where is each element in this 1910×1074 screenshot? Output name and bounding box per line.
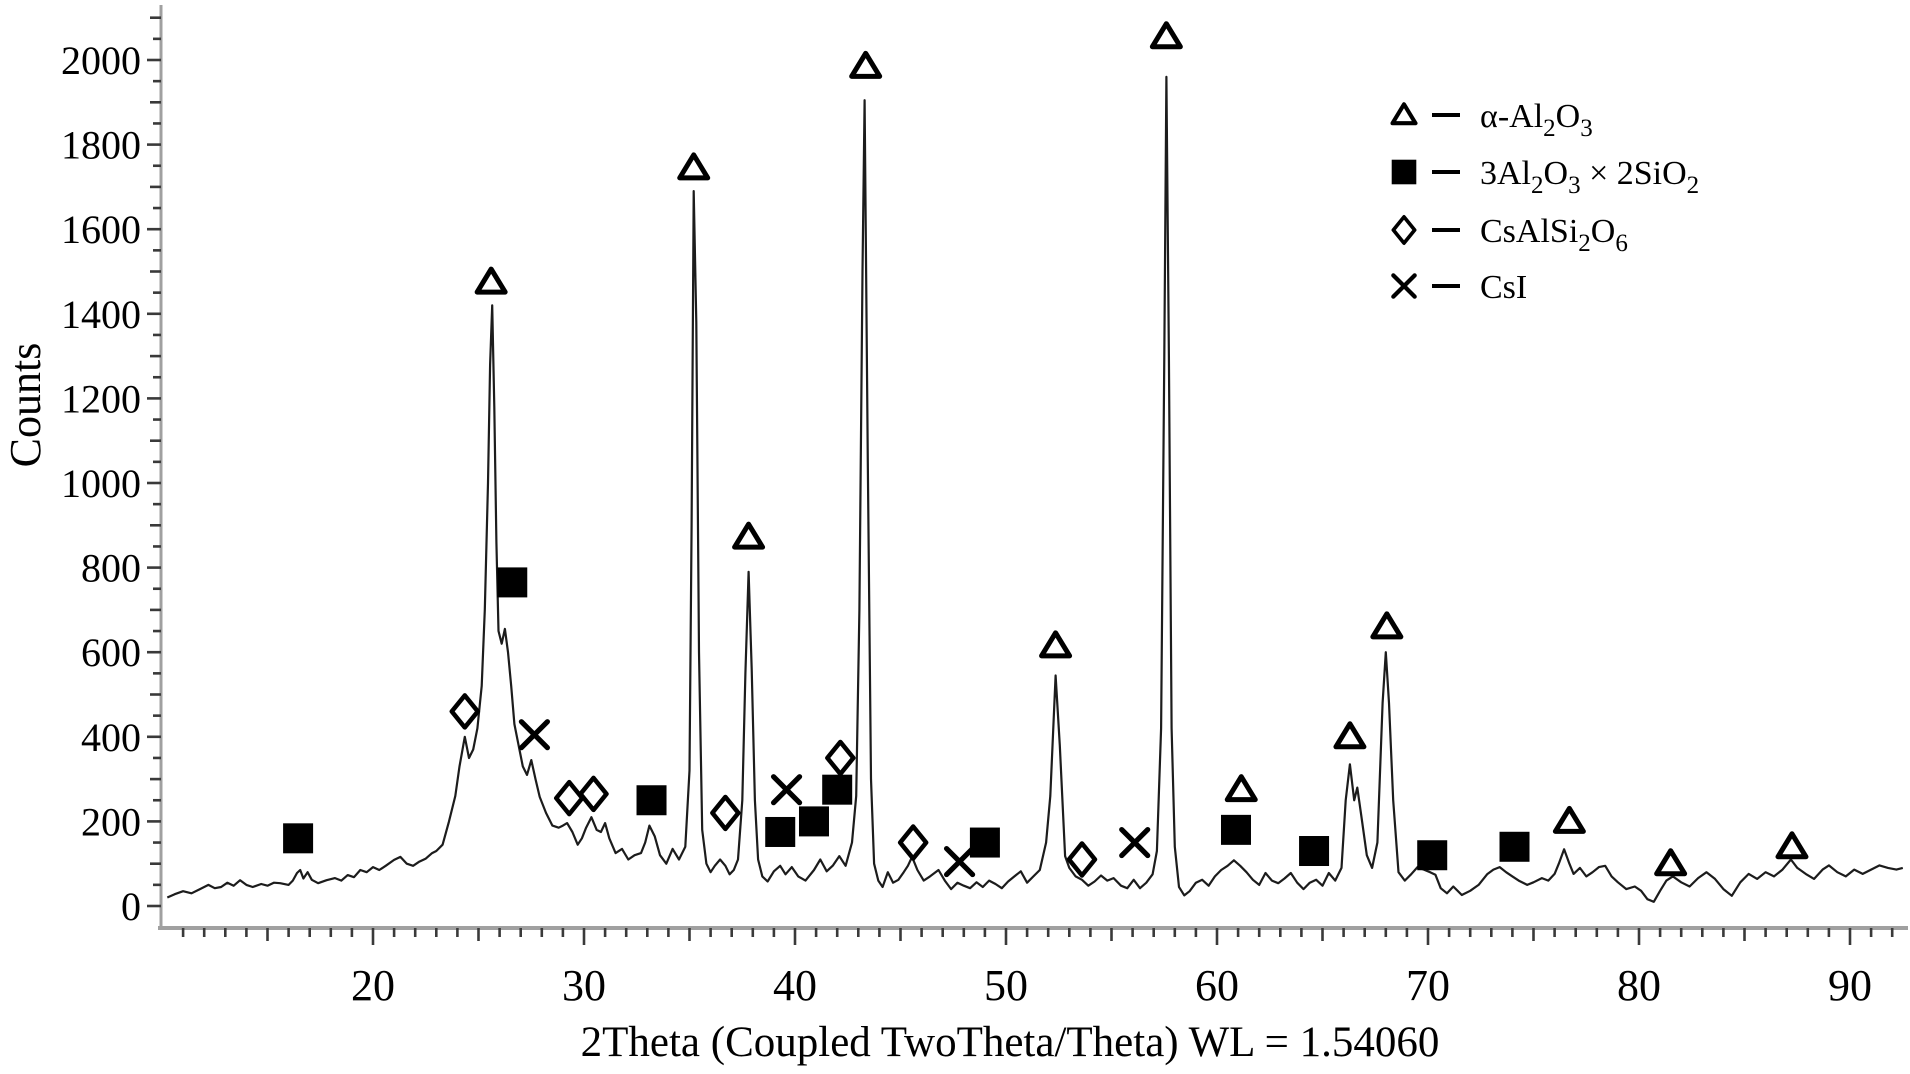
triangle-marker-icon — [474, 266, 508, 295]
x-tick-label: 50 — [984, 961, 1028, 1010]
marker-series-diamond — [449, 693, 1098, 878]
y-tick-label: 2000 — [61, 38, 141, 83]
square-marker-icon — [765, 816, 796, 847]
square-marker-icon — [969, 827, 1000, 858]
marker-series-triangle — [474, 21, 1809, 877]
y-tick-label: 1800 — [61, 123, 141, 168]
triangle-marker-icon — [1370, 611, 1404, 640]
legend-label-subscript: 3 — [1568, 172, 1581, 199]
legend-label-subscript: 2 — [1578, 230, 1591, 257]
square-marker-icon — [822, 774, 853, 805]
triangle-marker-icon — [849, 50, 883, 79]
x-marker-icon — [518, 719, 551, 751]
diamond-marker-icon — [897, 824, 929, 861]
triangle-marker-icon — [1775, 831, 1809, 860]
x-marker-icon — [1119, 826, 1151, 859]
x-axis-title: 2Theta (Coupled TwoTheta/Theta) WL = 1.5… — [581, 1019, 1440, 1066]
x-tick-label: 70 — [1406, 961, 1450, 1010]
legend-item-mullite: 3Al2O3 × 2SiO2 — [1391, 155, 1699, 199]
legend-label-text: O — [1591, 213, 1616, 250]
legend-item-pollucite: CsAlSi2O6 — [1391, 213, 1628, 257]
y-tick-label: 400 — [81, 715, 141, 760]
marker-series-x — [518, 719, 1151, 878]
triangle-marker-icon — [1552, 805, 1586, 834]
diamond-marker-icon — [1391, 215, 1417, 245]
diamond-marker-icon — [553, 779, 585, 817]
legend-label-text: α-Al — [1480, 98, 1543, 135]
diamond-marker-icon — [578, 775, 609, 813]
y-axis-title: Counts — [1, 343, 50, 468]
y-axis-ticks — [147, 16, 161, 908]
diffraction-curve — [166, 75, 1904, 903]
diffraction-curve-layer — [166, 75, 1904, 903]
legend-label-text: 3Al — [1480, 155, 1531, 192]
y-tick-label: 200 — [81, 799, 141, 844]
legend-item-cesium-iodide: CsI — [1391, 269, 1527, 306]
legend-label: 3Al2O3 × 2SiO2 — [1480, 155, 1699, 199]
x-tick-label: 20 — [351, 961, 395, 1010]
square-marker-icon — [1220, 814, 1251, 845]
legend-label-subscript: 2 — [1543, 115, 1556, 142]
legend-label-subscript: 3 — [1580, 115, 1593, 142]
triangle-marker-icon — [1654, 848, 1688, 877]
square-marker-icon — [283, 823, 314, 854]
x-tick-label: 60 — [1195, 961, 1239, 1010]
x-axis-tick-labels: 20 30 40 50 60 70 80 90 — [351, 961, 1872, 1010]
diamond-marker-icon — [710, 794, 741, 832]
legend-label-text: O — [1544, 155, 1569, 192]
legend-label-text: O — [1556, 98, 1581, 135]
legend-label-subscript: 2 — [1531, 172, 1544, 199]
y-axis-tick-labels: 0 200 400 600 800 1000 1200 1400 1600 1800 2000 — [61, 38, 141, 929]
y-tick-label: 1400 — [61, 292, 141, 337]
x-axis-ticks — [181, 928, 1894, 945]
y-tick-label: 1200 — [61, 376, 141, 421]
square-marker-icon — [636, 785, 667, 816]
legend-label-text: CsAlSi — [1480, 213, 1578, 250]
legend-label: CsI — [1480, 269, 1527, 306]
x-tick-label: 30 — [562, 961, 606, 1010]
square-marker-icon — [798, 806, 829, 837]
triangle-marker-icon — [1333, 721, 1367, 750]
square-marker-icon — [1299, 836, 1330, 867]
x-tick-label: 80 — [1617, 961, 1661, 1010]
y-tick-label: 1600 — [61, 207, 141, 252]
square-marker-icon — [1417, 840, 1448, 871]
diamond-marker-icon — [1066, 841, 1098, 878]
legend-label-subscript: 2 — [1687, 172, 1700, 199]
x-tick-label: 90 — [1828, 961, 1872, 1010]
square-marker-icon — [497, 567, 528, 598]
square-marker-icon — [1391, 159, 1417, 185]
legend-label: CsAlSi2O6 — [1480, 213, 1628, 257]
x-tick-label: 40 — [773, 961, 817, 1010]
legend-label-subscript: 6 — [1615, 230, 1628, 257]
triangle-marker-icon — [1149, 21, 1183, 50]
y-tick-label: 0 — [121, 884, 141, 929]
y-tick-label: 800 — [81, 546, 141, 591]
triangle-marker-icon — [1390, 102, 1418, 126]
y-tick-label: 600 — [81, 630, 141, 675]
triangle-marker-icon — [1224, 774, 1258, 803]
phase-marker-layer — [283, 21, 1809, 878]
y-tick-label: 1000 — [61, 461, 141, 506]
legend-label-text: × 2SiO — [1581, 155, 1687, 192]
marker-series-square — [283, 567, 1530, 871]
triangle-marker-icon — [1039, 630, 1073, 659]
legend-label-text: CsI — [1480, 269, 1527, 306]
legend-item-alpha-alumina: α-Al2O3 — [1390, 98, 1593, 142]
triangle-marker-icon — [677, 152, 711, 181]
legend-label: α-Al2O3 — [1480, 98, 1593, 142]
triangle-marker-icon — [732, 521, 766, 550]
x-marker-icon — [770, 774, 803, 806]
diamond-marker-icon — [449, 693, 481, 730]
x-marker-icon — [943, 845, 976, 878]
diamond-marker-icon — [825, 739, 856, 777]
x-marker-icon — [1391, 273, 1417, 299]
square-marker-icon — [1499, 831, 1530, 862]
